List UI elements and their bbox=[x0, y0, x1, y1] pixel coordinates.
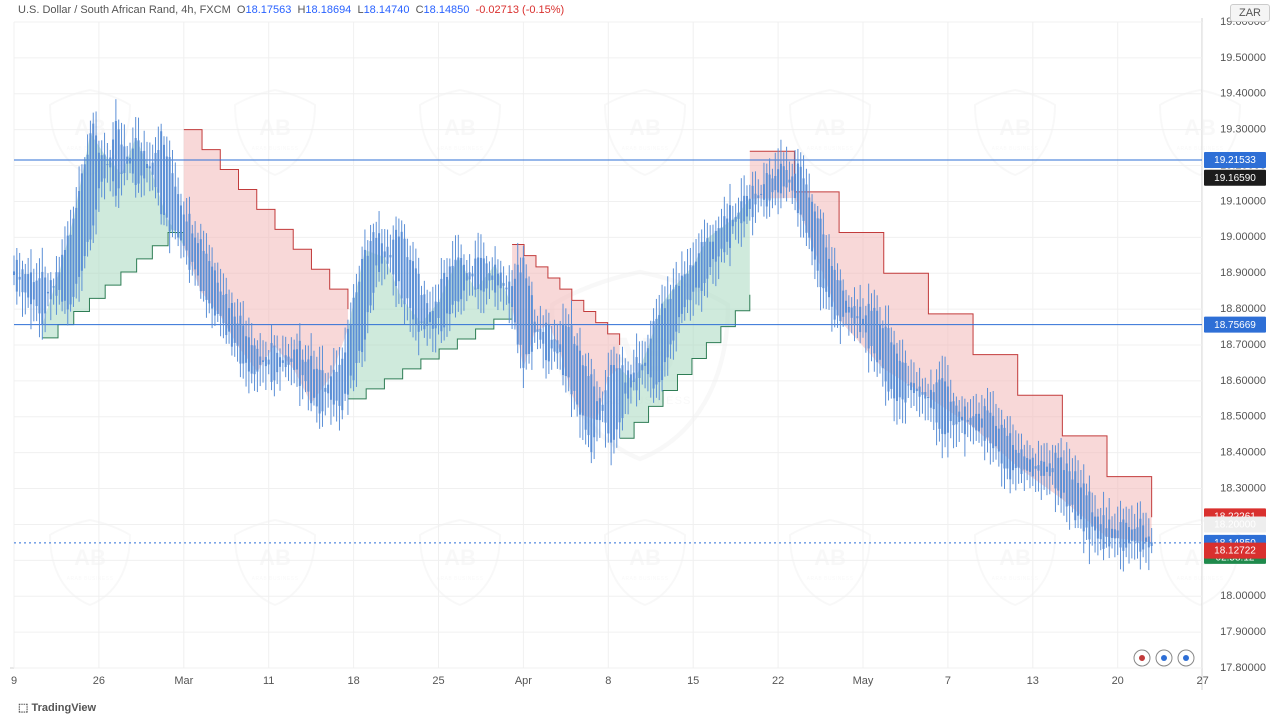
svg-text:18.40000: 18.40000 bbox=[1220, 447, 1266, 459]
svg-text:8: 8 bbox=[605, 675, 611, 687]
ohlc-low: 18.14740 bbox=[364, 4, 410, 16]
svg-text:18.20000: 18.20000 bbox=[1214, 520, 1256, 531]
svg-text:19.10000: 19.10000 bbox=[1220, 195, 1266, 207]
svg-text:17.80000: 17.80000 bbox=[1220, 662, 1266, 674]
currency-badge[interactable]: ZAR bbox=[1230, 4, 1270, 22]
ohlc-open: 18.17563 bbox=[245, 4, 291, 16]
svg-text:13: 13 bbox=[1027, 675, 1039, 687]
svg-text:9: 9 bbox=[11, 675, 17, 687]
ohlc-close: 18.14850 bbox=[424, 4, 470, 16]
svg-text:Mar: Mar bbox=[174, 675, 193, 687]
svg-text:18.90000: 18.90000 bbox=[1220, 267, 1266, 279]
svg-text:18.12722: 18.12722 bbox=[1214, 546, 1256, 557]
svg-text:18.75669: 18.75669 bbox=[1214, 320, 1256, 331]
flag-icon[interactable] bbox=[1178, 650, 1194, 666]
svg-text:18.30000: 18.30000 bbox=[1220, 482, 1266, 494]
svg-text:18.70000: 18.70000 bbox=[1220, 339, 1266, 351]
svg-text:27: 27 bbox=[1196, 675, 1208, 687]
svg-text:20: 20 bbox=[1112, 675, 1124, 687]
svg-text:19.30000: 19.30000 bbox=[1220, 124, 1266, 136]
svg-text:19.00000: 19.00000 bbox=[1220, 231, 1266, 243]
svg-text:18.80000: 18.80000 bbox=[1220, 303, 1266, 315]
flag-icon[interactable] bbox=[1156, 650, 1172, 666]
svg-text:17.90000: 17.90000 bbox=[1220, 626, 1266, 638]
svg-text:11: 11 bbox=[263, 675, 274, 687]
tradingview-logo: ⬚ TradingView bbox=[18, 701, 96, 714]
symbol-ohlc-bar: U.S. Dollar / South African Rand, 4h, FX… bbox=[18, 4, 564, 16]
refresh-icon[interactable] bbox=[1134, 650, 1150, 666]
svg-text:18.00000: 18.00000 bbox=[1220, 590, 1266, 602]
svg-text:15: 15 bbox=[687, 675, 699, 687]
svg-text:19.21533: 19.21533 bbox=[1214, 155, 1256, 166]
svg-text:19.40000: 19.40000 bbox=[1220, 88, 1266, 100]
svg-text:18.60000: 18.60000 bbox=[1220, 375, 1266, 387]
svg-text:7: 7 bbox=[945, 675, 951, 687]
svg-text:18: 18 bbox=[347, 675, 359, 687]
price-chart[interactable]: ABARAB BUSINESS17.8000017.9000018.000001… bbox=[0, 0, 1280, 720]
ohlc-high: 18.18694 bbox=[305, 4, 351, 16]
svg-text:25: 25 bbox=[432, 675, 444, 687]
svg-text:18.50000: 18.50000 bbox=[1220, 411, 1266, 423]
svg-text:19.16590: 19.16590 bbox=[1214, 173, 1256, 184]
svg-text:22: 22 bbox=[772, 675, 784, 687]
svg-text:26: 26 bbox=[93, 675, 105, 687]
ohlc-change: -0.02713 (-0.15%) bbox=[476, 4, 565, 16]
svg-text:May: May bbox=[853, 675, 874, 687]
svg-text:19.50000: 19.50000 bbox=[1220, 52, 1266, 64]
symbol-name: U.S. Dollar / South African Rand, 4h, FX… bbox=[18, 4, 231, 16]
svg-text:Apr: Apr bbox=[515, 675, 532, 687]
